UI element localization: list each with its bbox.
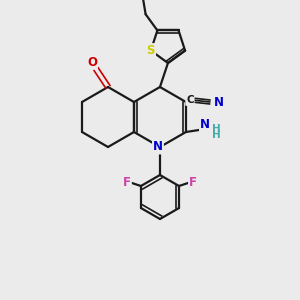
Text: N: N: [200, 118, 210, 130]
Text: H: H: [212, 130, 221, 140]
Text: N: N: [153, 140, 163, 154]
Text: F: F: [189, 176, 197, 188]
Text: O: O: [87, 56, 97, 68]
Text: F: F: [123, 176, 131, 188]
Text: N: N: [214, 95, 224, 109]
Text: C: C: [186, 95, 194, 105]
Text: S: S: [147, 44, 155, 57]
Text: H: H: [212, 124, 221, 134]
